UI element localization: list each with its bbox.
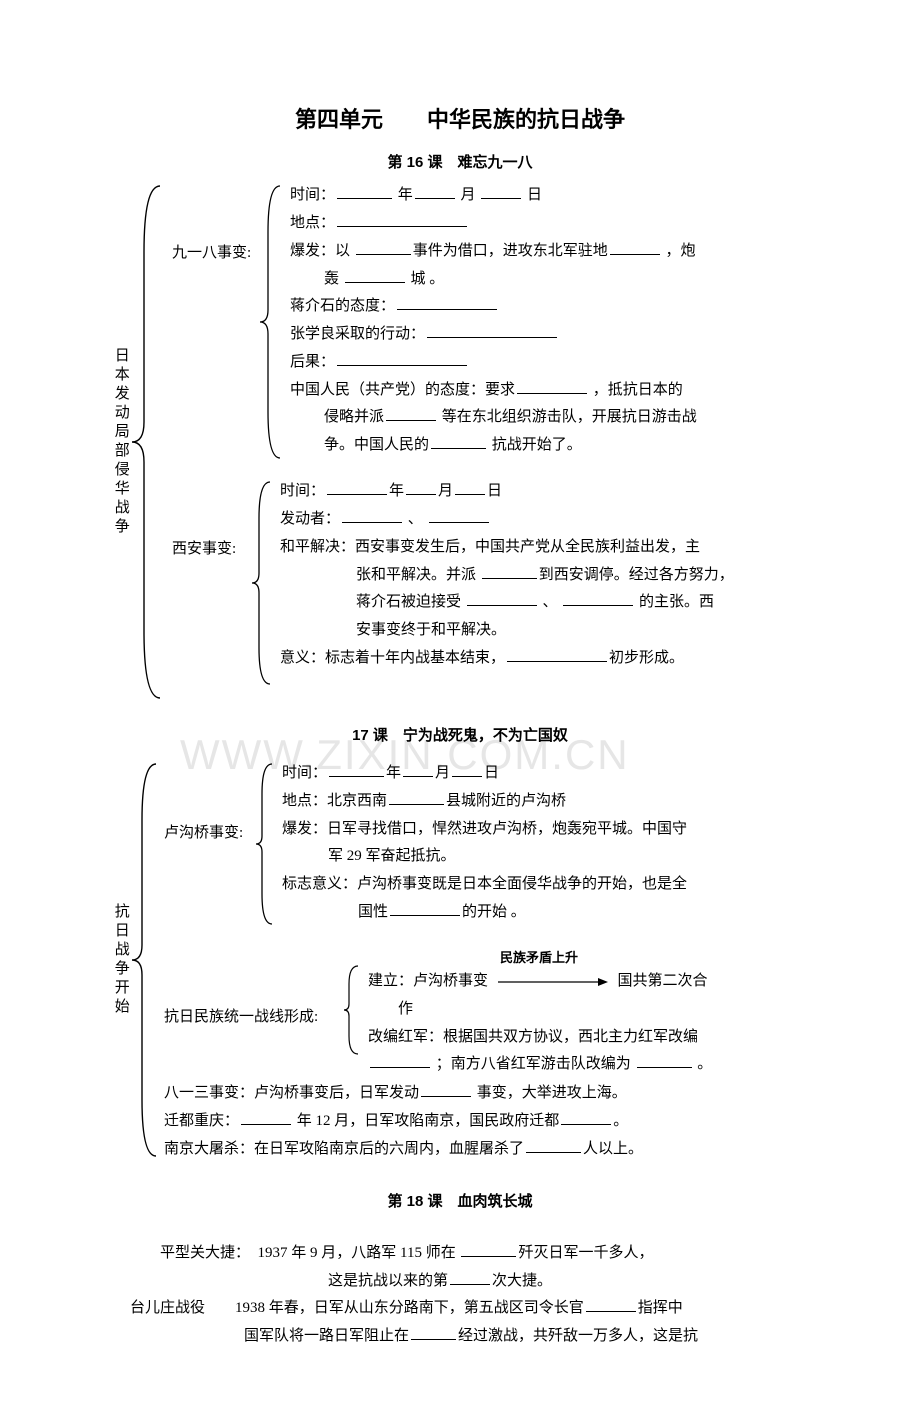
lesson17-section: 抗日战争开始 卢沟桥事变: 时间：年月日 地点：北京西南县城附近的卢沟桥 爆发：… (100, 760, 820, 1160)
jyb-line: 地点： (290, 210, 832, 238)
blank (415, 184, 455, 199)
blank (481, 184, 521, 199)
blank (337, 184, 392, 199)
xa-group: 西安事变: 时间：年月日 发动者： 、 和平解决：西安事变发生后，中国共产党从全… (172, 478, 832, 672)
lgq-line: 地点：北京西南县城附近的卢沟桥 (282, 788, 844, 816)
inner-brace-icon (250, 478, 274, 688)
blank (467, 591, 537, 606)
blank (345, 267, 405, 282)
inner-brace-icon (258, 182, 284, 462)
blank (526, 1137, 581, 1152)
xa-line: 发动者： 、 (280, 506, 832, 534)
jyb-line: 时间： 年 月 日 (290, 182, 832, 210)
blank (421, 1082, 471, 1097)
xa-line: 安事变终于和平解决。 (280, 617, 832, 645)
extra-lines: 八一三事变：卢沟桥事变后，日军发动 事变，大举进攻上海。 迁都重庆： 年 12 … (164, 1080, 844, 1163)
blank (397, 295, 497, 310)
xa-line: 时间：年月日 (280, 478, 832, 506)
jyb-line: 蒋介石的态度： (290, 293, 832, 321)
lgq-group: 卢沟桥事变: 时间：年月日 地点：北京西南县城附近的卢沟桥 爆发：日军寻找借口，… (164, 760, 844, 927)
jyb-line: 争。中国人民的 抗战开始了。 (290, 432, 832, 460)
united-line: ；南方八省红军游击队改编为 。 (368, 1051, 844, 1079)
jyb-line: 爆发：以 事件为借口，进攻东北军驻地 ，炮 (290, 238, 832, 266)
blank (452, 762, 482, 777)
blank (429, 508, 489, 523)
cq-line: 迁都重庆： 年 12 月，日军攻陷南京，国民政府迁都。 (164, 1108, 844, 1136)
outer-brace-icon (130, 182, 164, 702)
united-line: 作 (368, 996, 844, 1024)
xa-line: 张和平解决。并派 到西安调停。经过各方努力， (280, 562, 832, 590)
lgq-line: 标志意义：卢沟桥事变既是日本全面侵华战争的开始，也是全 (282, 871, 844, 899)
blank (406, 480, 436, 495)
pxg-line: 平型关大捷： 1937 年 9 月，八路军 115 师在 歼灭日军一千多人， (100, 1240, 820, 1268)
blank (329, 762, 384, 777)
lesson18-section: 平型关大捷： 1937 年 9 月，八路军 115 师在 歼灭日军一千多人， 这… (100, 1240, 820, 1351)
xa-line: 意义：标志着十年内战基本结束，初步形成。 (280, 645, 832, 673)
blank (403, 762, 433, 777)
tez-line: 台儿庄战役 1938 年春，日军从山东分路南下，第五战区司令长官指挥中 (100, 1295, 820, 1323)
blank (342, 508, 402, 523)
blank (455, 480, 485, 495)
united-group: 抗日民族统一战线形成: 建立：卢沟桥事变 国共第二次合 作 改编红军：根据国共双… (164, 968, 844, 1079)
page: 第四单元 中华民族的抗日战争 第 16 课 难忘九一八 日本发动局部侵华战争 九… (0, 0, 920, 1411)
blank (461, 1242, 516, 1257)
lgq-line: 国性的开始 。 (282, 899, 844, 927)
blank (507, 647, 607, 662)
blank (586, 1297, 636, 1312)
jyb-line: 侵略并派 等在东北组织游击队，开展抗日游击战 (290, 404, 832, 432)
blank (337, 351, 467, 366)
unit-title: 第四单元 中华民族的抗日战争 (100, 100, 820, 141)
lesson16-title: 第 16 课 难忘九一八 (100, 149, 820, 177)
jyb-line: 轰 城 。 (290, 266, 832, 294)
blank (563, 591, 633, 606)
jyb-line: 后果： (290, 349, 832, 377)
lgq-line: 军 29 军奋起抵抗。 (282, 843, 844, 871)
lgq-label: 卢沟桥事变: (164, 820, 243, 848)
xa-label: 西安事变: (172, 536, 236, 564)
xa-line: 蒋介石被迫接受 、 的主张。西 (280, 589, 832, 617)
blank (241, 1110, 291, 1125)
lesson16-section: 日本发动局部侵华战争 九一八事变: 时间： 年 月 日 地点： 爆发：以 事件为… (100, 182, 820, 702)
blank (386, 406, 436, 421)
blank (427, 323, 557, 338)
jyb-line: 中国人民（共产党）的态度：要求 ，抵抗日本的 (290, 377, 832, 405)
lgq-line: 爆发：日军寻找借口，悍然进攻卢沟桥，炮轰宛平城。中国守 (282, 816, 844, 844)
blank (431, 434, 486, 449)
blank (356, 240, 411, 255)
blank (517, 378, 587, 393)
blank (637, 1053, 692, 1068)
jyb-label: 九一八事变: (172, 240, 251, 268)
blank (390, 901, 460, 916)
jyb-line: 张学良采取的行动： (290, 321, 832, 349)
inner-brace-icon (342, 962, 362, 1058)
blank (450, 1269, 490, 1284)
lesson18-title: 第 18 课 血肉筑长城 (100, 1188, 820, 1216)
arrow-icon (498, 976, 608, 988)
outer-brace-icon (130, 760, 160, 1160)
blank (389, 790, 444, 805)
b13-line: 八一三事变：卢沟桥事变后，日军发动 事变，大举进攻上海。 (164, 1080, 844, 1108)
united-line: 改编红军：根据国共双方协议，西北主力红军改编 (368, 1024, 844, 1052)
united-line: 建立：卢沟桥事变 国共第二次合 (368, 968, 844, 996)
xa-line: 和平解决：西安事变发生后，中国共产党从全民族利益出发，主 (280, 534, 832, 562)
lgq-line: 时间：年月日 (282, 760, 844, 788)
blank (610, 240, 660, 255)
blank (370, 1053, 430, 1068)
jyb-group: 九一八事变: 时间： 年 月 日 地点： 爆发：以 事件为借口，进攻东北军驻地 … (172, 182, 832, 460)
united-label: 抗日民族统一战线形成: (164, 1004, 318, 1032)
blank (327, 480, 387, 495)
arrow-caption: 民族矛盾上升 (500, 946, 578, 970)
blank (337, 212, 467, 227)
pxg-line: 这是抗战以来的第次大捷。 (100, 1268, 820, 1296)
lesson17-title: 17 课 宁为战死鬼，不为亡国奴 (100, 722, 820, 750)
blank (411, 1325, 456, 1340)
tez-line: 国军队将一路日军阻止在经过激战，共歼敌一万多人，这是抗 (100, 1323, 820, 1351)
nj-line: 南京大屠杀：在日军攻陷南京后的六周内，血腥屠杀了人以上。 (164, 1136, 844, 1164)
blank (561, 1110, 611, 1125)
blank (482, 563, 537, 578)
inner-brace-icon (254, 760, 276, 928)
